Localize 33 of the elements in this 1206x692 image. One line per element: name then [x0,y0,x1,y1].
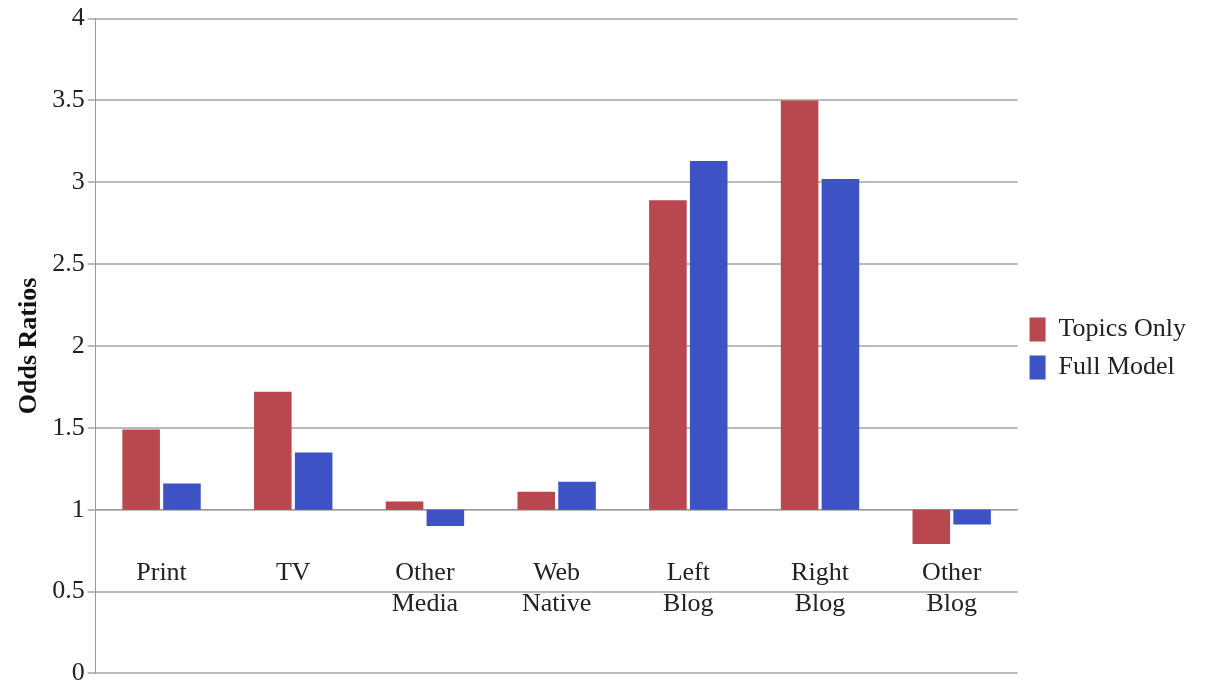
y-tick-label: 0 [71,657,85,687]
bar [254,391,292,510]
x-tick-label: Other Blog [922,557,982,618]
y-tick-label: 1 [71,493,85,523]
x-tick-label: Left Blog [663,557,714,618]
y-tick-label: 0.5 [52,575,85,605]
x-tick-label: Web Native [521,557,592,618]
x-tick-label: TV [275,557,311,587]
bar [821,179,860,510]
bar [163,483,201,510]
y-tick-label: 1.5 [52,411,85,441]
y-axis-title: Odds Ratios [13,277,43,415]
y-tick-label: 3.5 [52,84,85,114]
x-tick-label: Print [136,557,188,587]
y-tick-label: 4 [71,2,85,32]
bar [426,509,465,527]
bar [912,509,951,545]
bar [122,429,160,510]
legend-label: Topics Only [1058,313,1186,343]
bar [953,509,991,525]
x-tick-label: Other Media [391,557,459,618]
bar [689,161,728,510]
bar [517,491,555,510]
bar [649,200,687,510]
x-tick-label: Right Blog [791,557,850,618]
bar [294,452,333,510]
bar [558,481,596,510]
bar [780,100,819,510]
bar [385,501,424,510]
legend-label: Full Model [1058,351,1175,381]
y-tick-label: 2.5 [52,247,85,277]
y-tick-label: 2 [71,329,85,359]
y-tick-label: 3 [71,166,85,196]
